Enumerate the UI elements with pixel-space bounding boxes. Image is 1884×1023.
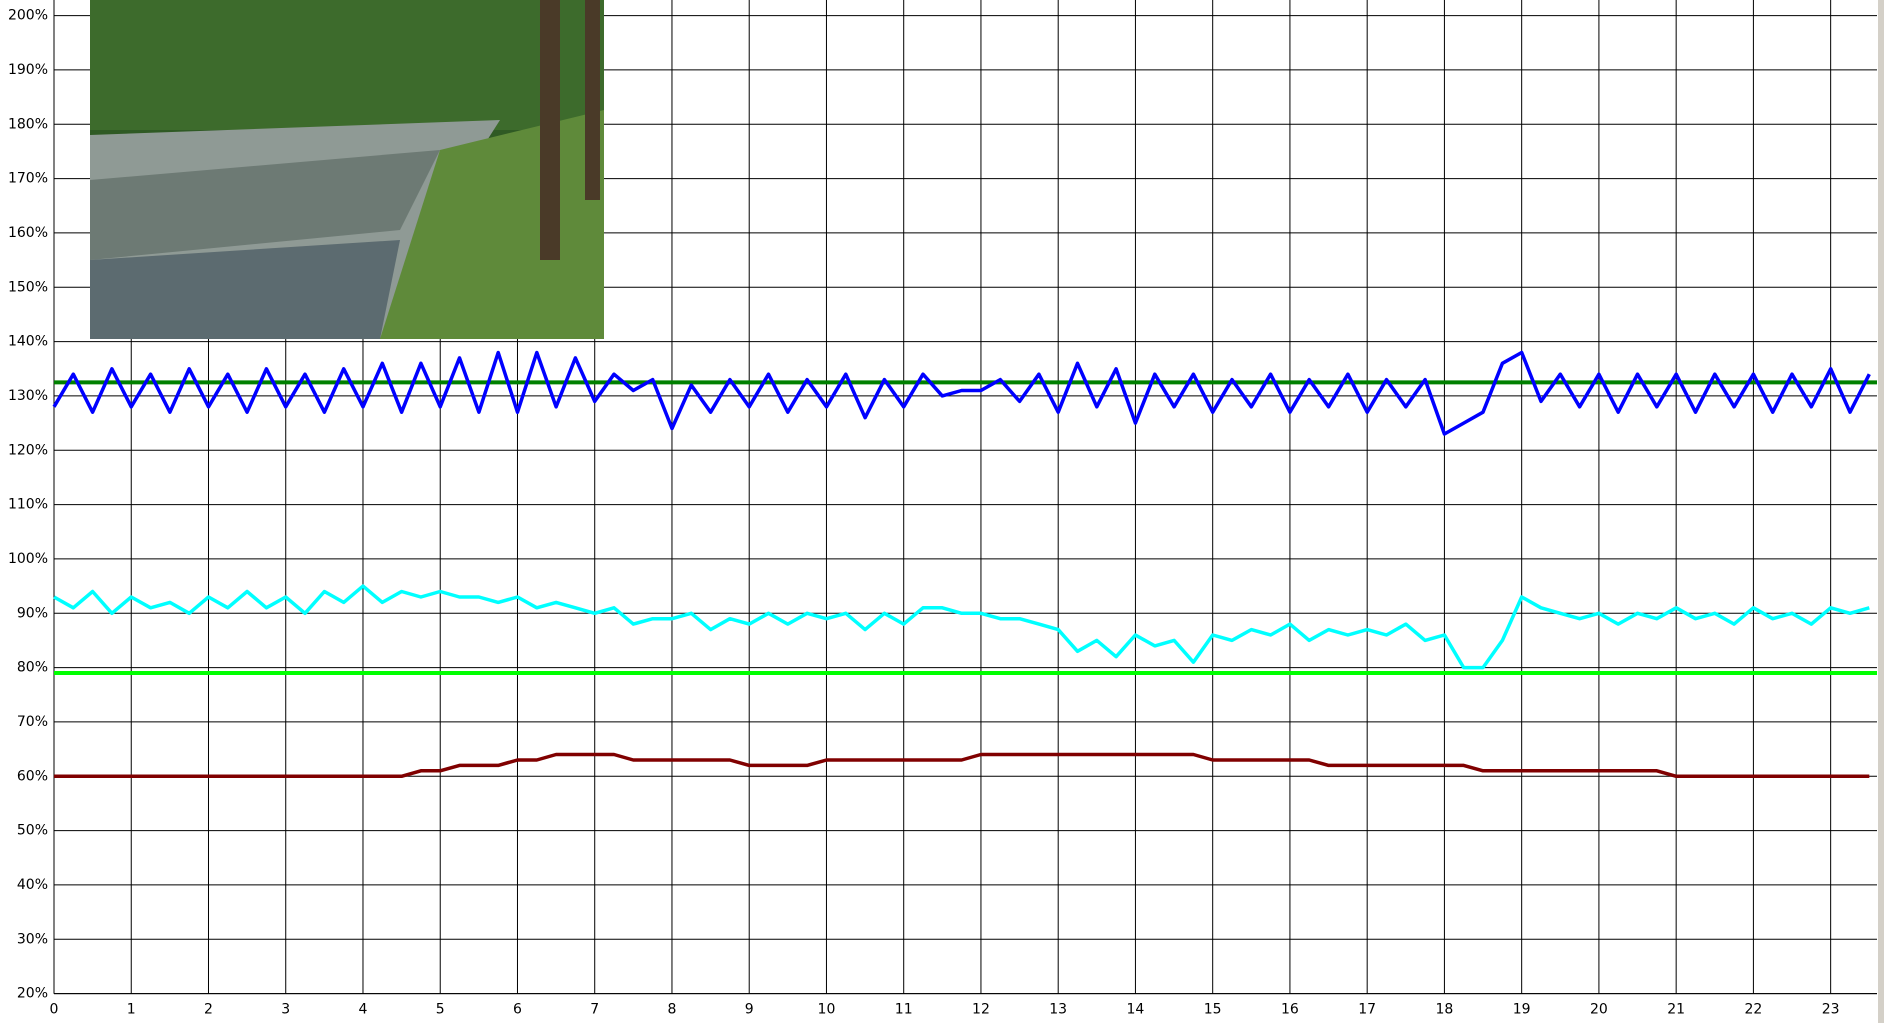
x-tick-label: 20 bbox=[1590, 1002, 1608, 1018]
x-tick-label: 10 bbox=[818, 1002, 836, 1018]
photo bbox=[90, 0, 604, 339]
x-tick-label: 5 bbox=[436, 1002, 445, 1018]
x-tick-label: 15 bbox=[1204, 1002, 1222, 1018]
x-tick-label: 21 bbox=[1667, 1002, 1685, 1018]
y-tick-label: 180% bbox=[8, 116, 48, 132]
x-tick-label: 4 bbox=[359, 1002, 368, 1018]
x-tick-label: 6 bbox=[513, 1002, 522, 1018]
y-tick-label: 60% bbox=[17, 768, 48, 784]
y-tick-label: 50% bbox=[17, 823, 48, 839]
y-tick-label: 100% bbox=[8, 551, 48, 567]
data-line bbox=[52, 350, 1871, 436]
x-tick-label: 18 bbox=[1436, 1002, 1454, 1018]
x-tick-label: 13 bbox=[1049, 1002, 1067, 1018]
y-tick-label: 120% bbox=[8, 442, 48, 458]
x-tick-label: 12 bbox=[972, 1002, 990, 1018]
x-tick-label: 2 bbox=[204, 1002, 213, 1018]
x-tick-label: 17 bbox=[1358, 1002, 1376, 1018]
x-tick-label: 14 bbox=[1127, 1002, 1145, 1018]
x-tick-label: 3 bbox=[281, 1002, 290, 1018]
y-tick-label: 160% bbox=[8, 225, 48, 241]
y-tick-label: 140% bbox=[8, 334, 48, 350]
x-tick-label: 7 bbox=[590, 1002, 599, 1018]
y-tick-label: 90% bbox=[17, 605, 48, 621]
y-tick-label: 40% bbox=[17, 877, 48, 893]
y-tick-label: 30% bbox=[17, 931, 48, 947]
y-tick-label: 110% bbox=[8, 497, 48, 513]
scrollbar-edge bbox=[1878, 0, 1884, 1023]
y-tick-label: 190% bbox=[8, 62, 48, 78]
x-tick-label: 9 bbox=[745, 1002, 754, 1018]
data-line bbox=[54, 752, 1870, 779]
y-tick-label: 80% bbox=[17, 660, 48, 676]
x-tick-label: 16 bbox=[1281, 1002, 1299, 1018]
y-tick-label: 130% bbox=[8, 388, 48, 404]
x-tick-label: 22 bbox=[1744, 1002, 1762, 1018]
x-tick-label: 23 bbox=[1822, 1002, 1840, 1018]
y-tick-label: 200% bbox=[8, 8, 48, 24]
y-tick-label: 150% bbox=[8, 279, 48, 295]
y-tick-label: 70% bbox=[17, 714, 48, 730]
y-tick-label: 170% bbox=[8, 171, 48, 187]
x-tick-label: 1 bbox=[127, 1002, 136, 1018]
x-tick-label: 8 bbox=[668, 1002, 677, 1018]
data-line bbox=[53, 584, 1870, 670]
y-tick-label: 20% bbox=[17, 986, 48, 1002]
x-tick-label: 0 bbox=[50, 1002, 59, 1018]
x-tick-label: 19 bbox=[1513, 1002, 1531, 1018]
x-tick-label: 11 bbox=[895, 1002, 913, 1018]
